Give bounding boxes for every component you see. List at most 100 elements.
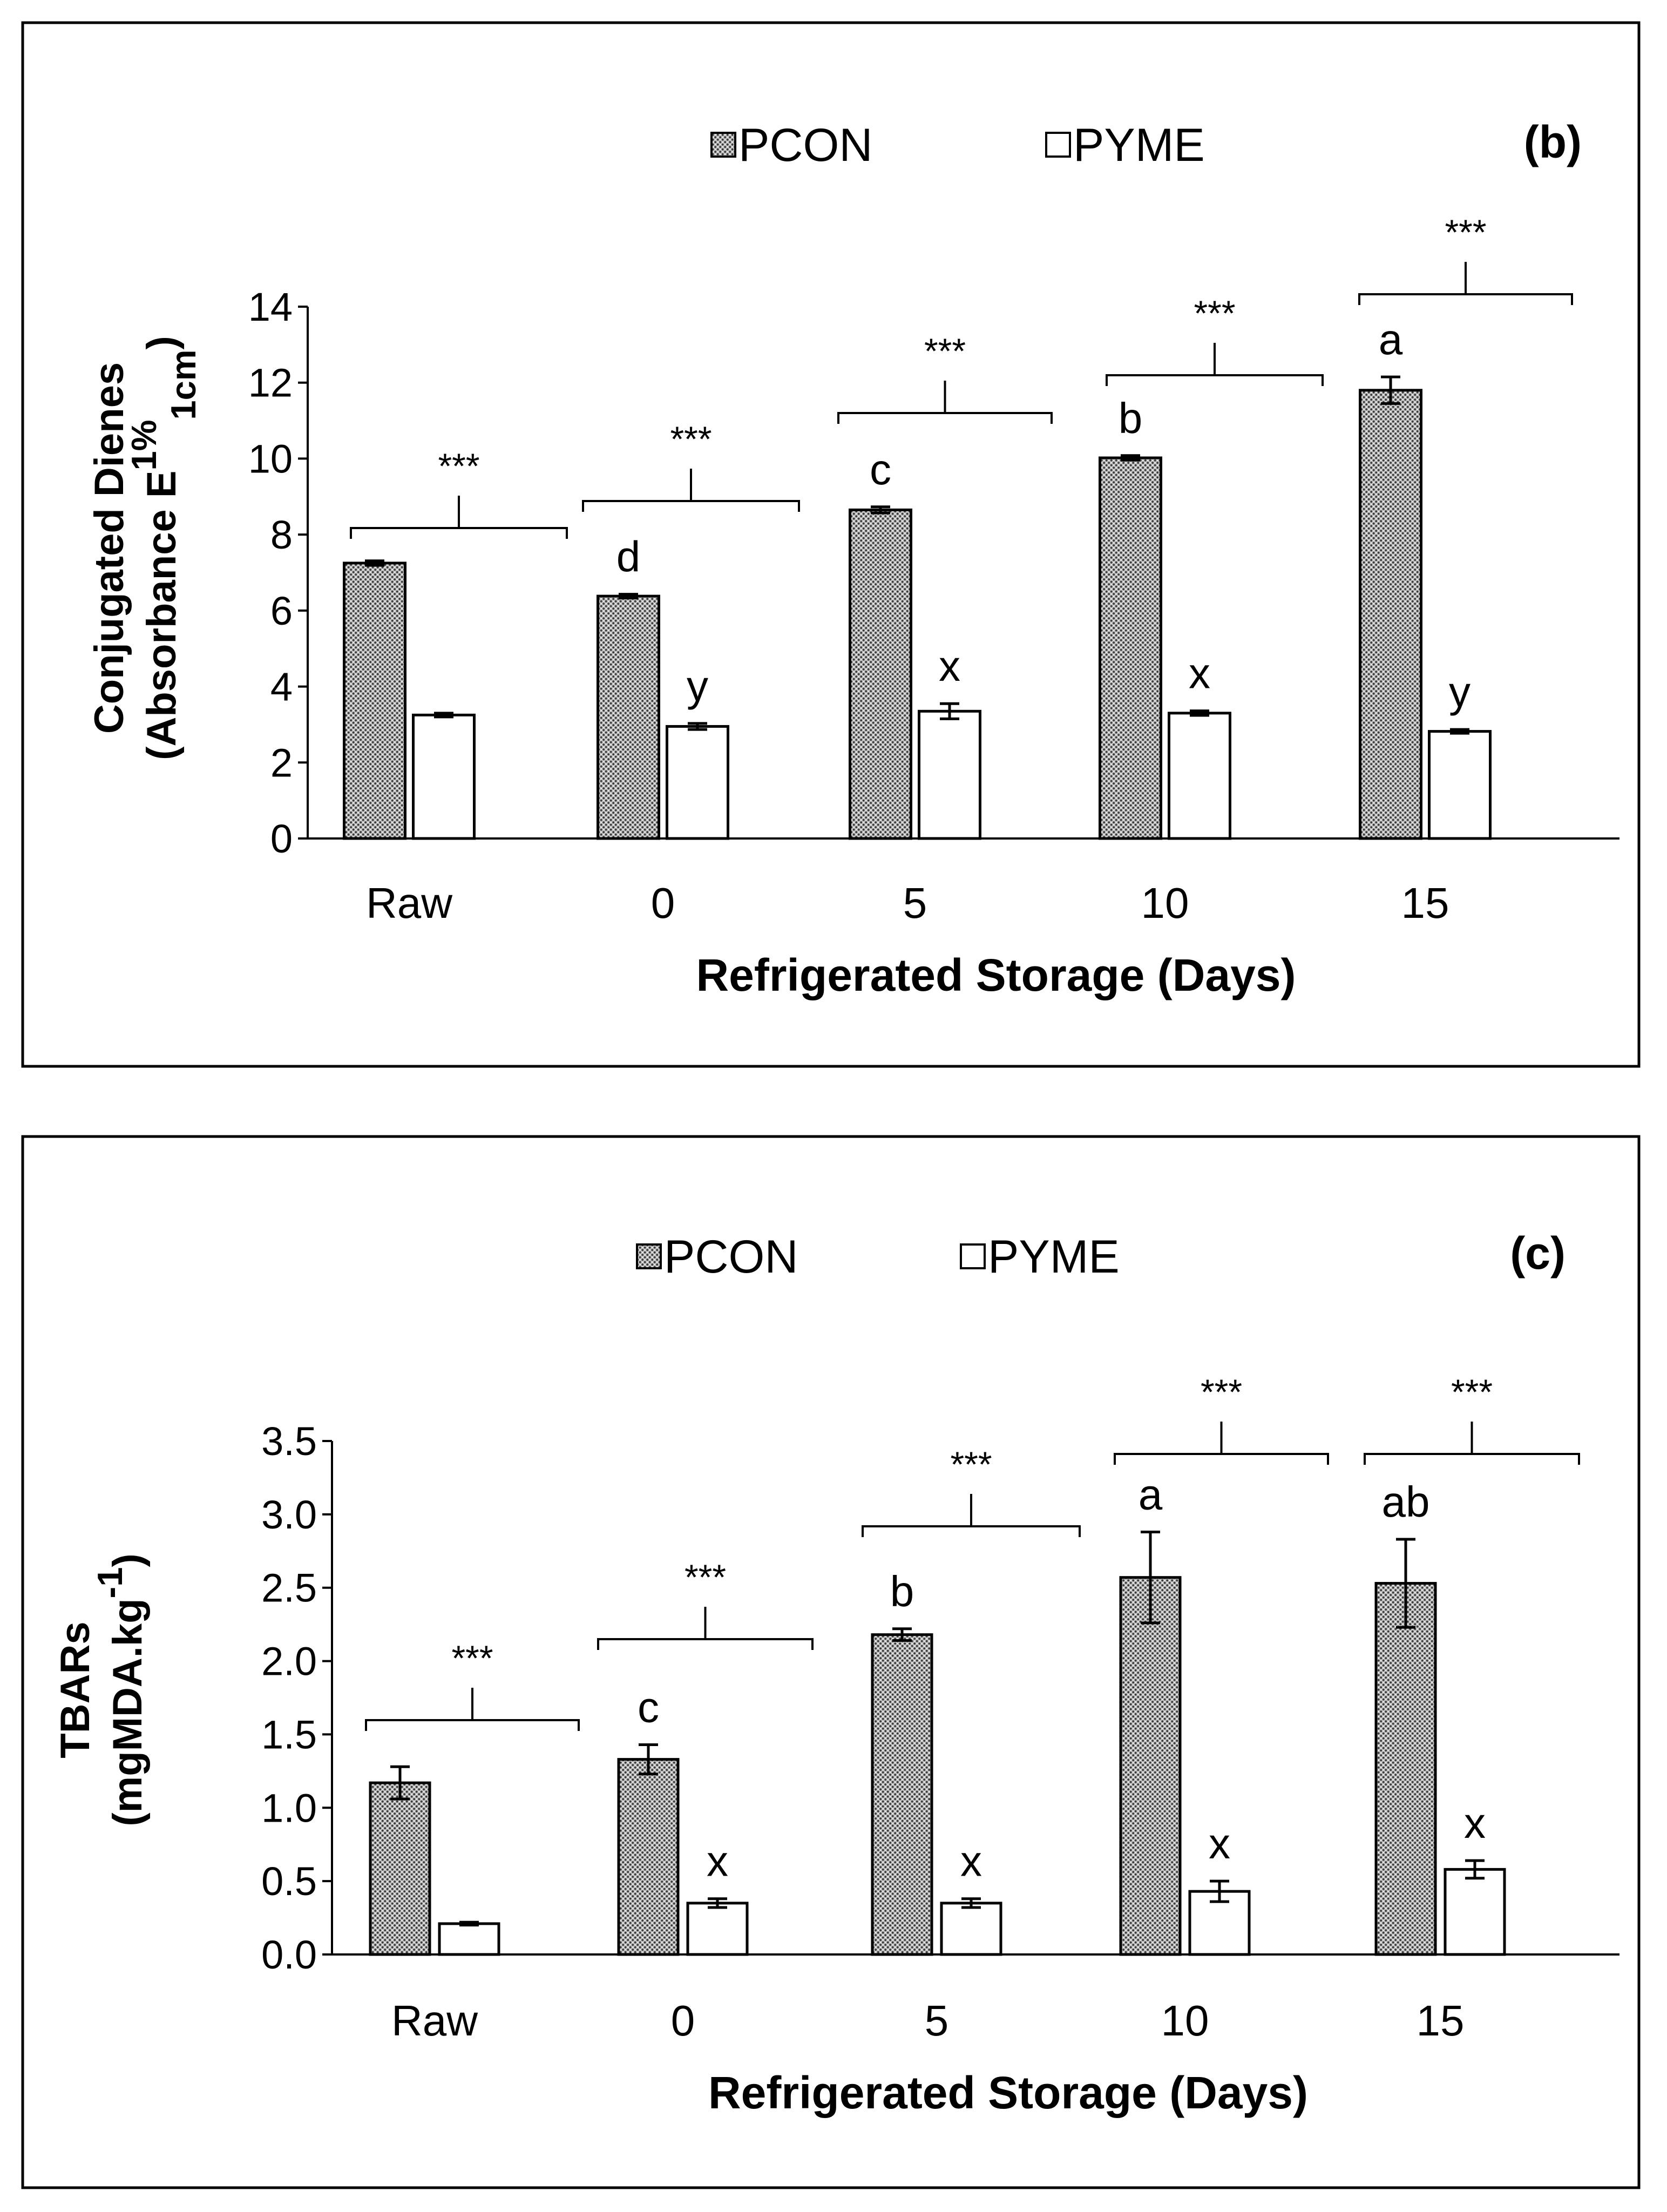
x-axis-label: Refrigerated Storage (Days)	[708, 2067, 1308, 2118]
y-tick-label: 0	[270, 816, 293, 861]
significance-letter: x	[707, 1837, 728, 1885]
bar-pcon	[1374, 1582, 1437, 1956]
legend-swatch-pcon	[636, 1243, 662, 1269]
bar-pyme	[666, 725, 729, 840]
significance-stars: ***	[685, 1557, 726, 1597]
significance-bracket	[1364, 1422, 1580, 1465]
significance-stars: ***	[1451, 1372, 1493, 1412]
y-axis-label-suffix: )	[105, 1553, 151, 1567]
bar-pcon	[1099, 456, 1162, 840]
y-axis-label-sub: 1cm	[164, 349, 203, 420]
significance-bracket	[1114, 1422, 1329, 1465]
significance-letter: y	[1449, 668, 1471, 716]
bar-pcon	[871, 1633, 933, 1956]
legend-label-pyme: PYME	[1073, 119, 1205, 171]
y-axis-label-line2: (mgMDA.kg-1)	[90, 1553, 151, 1826]
significance-letter: y	[687, 662, 708, 710]
x-tick-label: 10	[1141, 879, 1189, 927]
significance-stars: ***	[451, 1638, 493, 1678]
bar-pcon	[617, 1758, 680, 1956]
significance-stars: ***	[1201, 1372, 1242, 1412]
panel-label: (b)	[1524, 117, 1582, 167]
bar-pcon	[597, 594, 660, 840]
y-axis-label-suffix: )	[139, 336, 185, 349]
significance-letter: x	[1189, 650, 1210, 698]
legend-label-pcon: PCON	[738, 119, 872, 171]
y-tick-label: 0.5	[261, 1859, 317, 1904]
bar-pyme	[438, 1922, 500, 1956]
significance-letter: c	[870, 445, 891, 493]
bar-pyme	[1428, 730, 1492, 840]
significance-bracket	[582, 469, 800, 512]
panel-c-chart: PCON PYME (c) 0.0 0.5 1.0 1.5 2.0 2.5 3.0 3.5 TBARs…	[21, 1135, 1641, 2189]
bar-pcon	[369, 1781, 431, 1956]
y-tick-label: 12	[248, 361, 293, 405]
x-tick-label: Raw	[391, 1997, 478, 2045]
significance-bracket	[1358, 262, 1573, 305]
legend-swatch-pyme	[960, 1243, 986, 1269]
bar-pyme	[940, 1902, 1002, 1956]
x-tick-label: 15	[1401, 879, 1449, 927]
significance-bracket	[1106, 343, 1324, 386]
bar-pyme	[1444, 1868, 1506, 1956]
bar-pyme	[1168, 712, 1231, 840]
significance-bracket	[597, 1607, 814, 1650]
y-tick-label: 1.0	[261, 1785, 317, 1830]
significance-letter: a	[1379, 315, 1403, 363]
significance-letter: x	[1209, 1819, 1230, 1868]
bar-pcon	[849, 508, 912, 840]
x-tick-label: 5	[903, 879, 927, 927]
y-axis-label-line1: TBARs	[52, 1621, 98, 1758]
y-tick-label: 4	[270, 665, 293, 709]
significance-stars: ***	[1445, 212, 1486, 252]
bar-pcon	[343, 562, 406, 840]
x-tick-label: Raw	[366, 879, 452, 927]
legend-swatch-pyme	[1045, 132, 1071, 158]
x-axis-label: Refrigerated Storage (Days)	[696, 950, 1296, 1000]
significance-stars: ***	[438, 446, 479, 486]
significance-bracket	[365, 1688, 580, 1731]
bar-pyme	[686, 1902, 749, 1956]
significance-letter: x	[1464, 1799, 1486, 1847]
significance-letter: a	[1139, 1470, 1163, 1518]
y-axis-label-line1: Conjugated Dienes	[86, 362, 132, 734]
x-tick-label: 15	[1417, 1997, 1465, 2045]
y-axis-label-prefix: (mgMDA.kg	[105, 1598, 151, 1826]
panel-border	[21, 21, 1641, 1068]
y-tick-label: 3.5	[261, 1419, 317, 1464]
significance-letter: ab	[1382, 1478, 1430, 1526]
significance-bracket	[350, 496, 568, 539]
significance-bracket	[837, 381, 1053, 424]
y-tick-label: 8	[270, 512, 293, 557]
bar-pyme	[412, 713, 476, 840]
significance-stars: ***	[1194, 293, 1235, 333]
y-tick-label: 6	[270, 588, 293, 633]
bar-pcon	[1359, 389, 1422, 840]
significance-letter: x	[960, 1837, 982, 1885]
significance-stars: ***	[950, 1444, 992, 1484]
panel-b-chart: PCON PYME (b) 0 2 4 6 8 10 12 14 Conjugated Dienes(…	[21, 21, 1641, 1068]
y-tick-label: 14	[248, 285, 293, 329]
y-tick-label: 2	[270, 740, 293, 785]
x-tick-label: 10	[1161, 1997, 1209, 2045]
legend-swatch-pcon	[710, 132, 736, 158]
x-tick-label: 0	[671, 1997, 695, 2045]
significance-letter: b	[1119, 394, 1143, 442]
panel-border	[21, 1135, 1641, 2189]
significance-bracket	[862, 1494, 1081, 1537]
significance-letter: b	[890, 1567, 914, 1615]
y-tick-label: 3.0	[261, 1492, 317, 1537]
y-axis-label-sup: -1	[90, 1567, 130, 1599]
y-axis-label-line2: (Absorbance E1%1cm)	[124, 336, 203, 760]
significance-stars: ***	[670, 419, 711, 459]
y-tick-label: 2.5	[261, 1566, 317, 1611]
y-tick-label: 2.0	[261, 1639, 317, 1684]
significance-stars: ***	[924, 331, 966, 371]
y-tick-label: 1.5	[261, 1712, 317, 1757]
y-axis-label-prefix: (Absorbance E	[139, 471, 185, 760]
panel-label: (c)	[1510, 1228, 1566, 1279]
y-tick-label: 10	[248, 436, 293, 481]
x-tick-label: 5	[925, 1997, 949, 2045]
x-tick-label: 0	[651, 879, 675, 927]
legend-label-pcon: PCON	[664, 1231, 798, 1283]
